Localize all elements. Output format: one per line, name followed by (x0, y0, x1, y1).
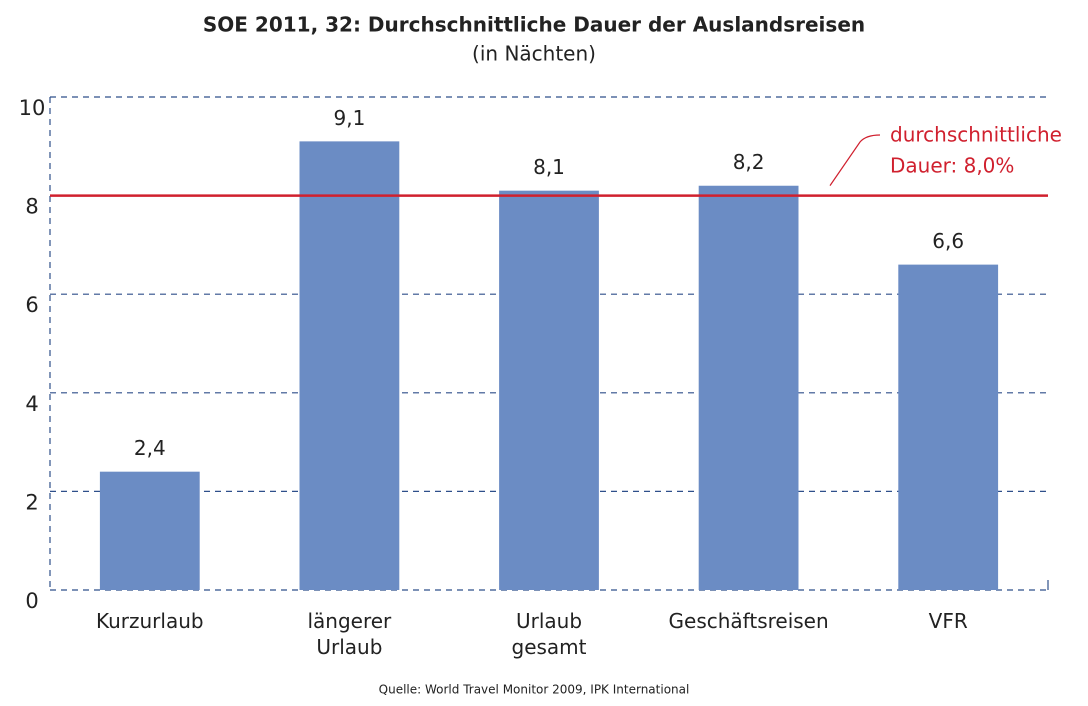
chart-title: SOE 2011, 32: Durchschnittliche Dauer de… (203, 13, 865, 37)
x-tick-label: längerer Urlaub (307, 609, 392, 659)
x-tick-label: Urlaub gesamt (511, 609, 587, 659)
x-tick-label: VFR (928, 609, 968, 633)
bar (299, 141, 400, 590)
y-tick-label: 8 (25, 195, 38, 219)
bar (99, 471, 200, 590)
annotation: durchschnittliche (890, 123, 1062, 147)
y-tick-label: 4 (25, 392, 38, 416)
data-label: 6,6 (932, 229, 964, 253)
x-tick-label: Kurzurlaub (95, 609, 204, 633)
annotation-leader (829, 134, 881, 186)
data-label: 8,2 (733, 150, 765, 174)
source: Quelle: World Travel Monitor 2009, IPK I… (379, 683, 690, 697)
annotation: Dauer: 8,0% (890, 154, 1014, 178)
data-label: 8,1 (533, 155, 565, 179)
y-tick-label: 2 (25, 490, 38, 514)
bar (698, 185, 799, 591)
chart-subtitle: (in Nächten) (472, 42, 596, 66)
data-label: 9,1 (333, 106, 365, 130)
bar (499, 190, 599, 591)
data-label: 2,4 (134, 436, 166, 460)
y-tick-label: 10 (19, 96, 46, 120)
x-tick-label: Geschäftsreisen (668, 609, 829, 633)
y-tick-label: 0 (25, 589, 38, 613)
y-tick-label: 6 (25, 293, 38, 317)
bar (898, 264, 999, 590)
